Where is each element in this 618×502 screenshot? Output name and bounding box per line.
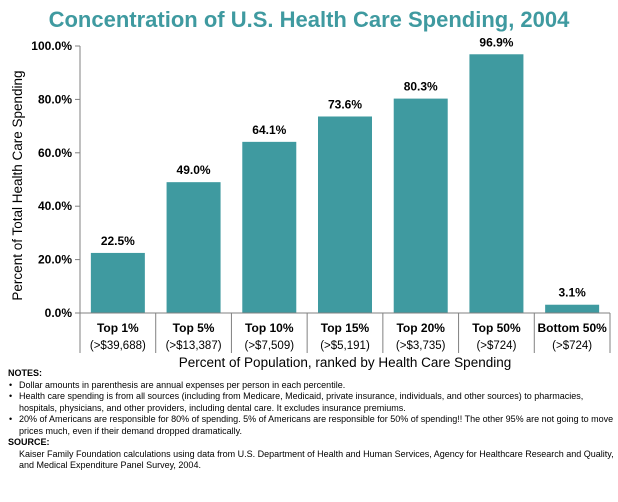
x-tick-sublabel: (>$3,735) [396,340,446,352]
data-label: 22.5% [101,234,135,248]
x-tick-label: Top 5% [173,321,215,335]
y-tick-label: 60.0% [38,146,72,160]
bar-2 [166,182,221,313]
y-tick-label: 40.0% [38,199,72,213]
data-label: 3.1% [558,286,586,300]
x-tick-sublabel: (>$5,191) [320,340,370,352]
chart-title: Concentration of U.S. Health Care Spendi… [48,7,570,32]
axes-layer [75,45,611,353]
x-tick-label: Top 10% [245,321,294,335]
notes-list: Dollar amounts in parenthesis are annual… [8,380,614,438]
x-tick-sublabel: (>$724) [476,340,516,352]
x-tick-label: Top 50% [472,321,521,335]
bar-3 [242,141,297,313]
x-tick-sublabel: (>$13,387) [166,340,222,352]
note-item: Health care spending is from all sources… [8,391,614,414]
y-tick-label: 100.0% [31,39,72,53]
bar-chart: 22.5% Top 1% (>$39,688) 49.0% Top 5% (>$13,38… [10,35,611,370]
bar-6 [469,54,524,313]
source-text: Kaiser Family Foundation calculations us… [19,448,614,471]
labels-layer: 22.5% Top 1% (>$39,688) 49.0% Top 5% (>$13,38… [10,35,607,370]
x-tick-label: Bottom 50% [537,321,607,335]
bar-7 [545,304,600,313]
y-tick-label: 0.0% [45,306,73,320]
bars-layer [90,54,600,313]
x-tick-sublabel: (>$7,509) [245,340,295,352]
data-label: 96.9% [479,35,513,49]
data-label: 80.3% [404,80,438,94]
y-axis-title: Percent of Total Health Care Spending [10,70,25,300]
x-tick-sublabel: (>$39,688) [90,340,146,352]
source-header: SOURCE: [8,437,50,447]
note-item: Dollar amounts in parenthesis are annual… [8,380,614,392]
data-label: 49.0% [177,163,211,177]
y-tick-label: 20.0% [38,253,72,267]
bar-5 [393,98,448,313]
x-tick-label: Top 15% [321,321,370,335]
x-tick-label: Top 20% [396,321,445,335]
note-item: 20% of Americans are responsible for 80%… [8,414,614,437]
bar-1 [90,252,145,313]
x-axis-title: Percent of Population, ranked by Health … [179,355,511,370]
data-label: 64.1% [252,123,286,137]
bar-4 [318,116,372,313]
y-tick-label: 80.0% [38,92,72,106]
data-label: 73.6% [328,97,362,111]
x-tick-label: Top 1% [97,321,139,335]
notes-header: NOTES: [8,368,43,378]
x-tick-sublabel: (>$724) [552,340,592,352]
notes-section: NOTES: Dollar amounts in parenthesis are… [8,368,614,472]
